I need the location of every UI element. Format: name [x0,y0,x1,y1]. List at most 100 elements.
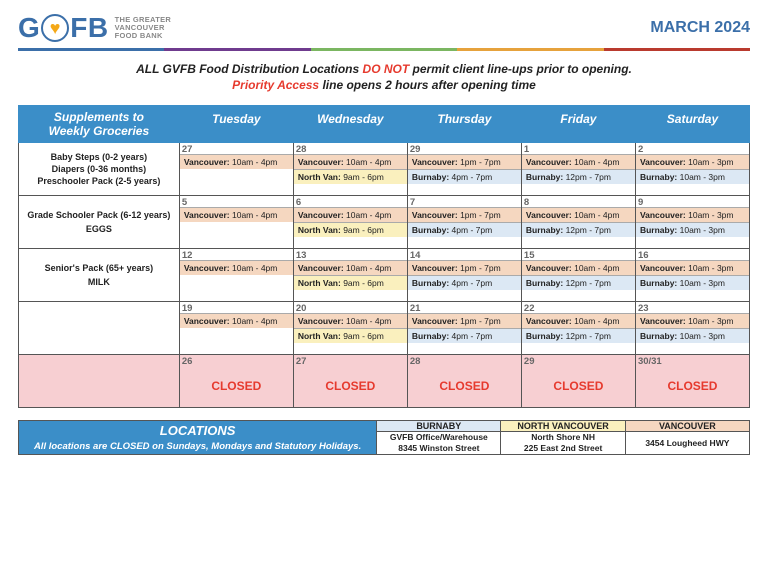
location-header: NORTH VANCOUVER [501,421,625,432]
time-slot: Vancouver: 1pm - 7pm [408,207,521,222]
time-slot: Burnaby: 12pm - 7pm [522,222,635,237]
time-slot: Vancouver: 10am - 4pm [180,260,293,275]
time-slot: Burnaby: 4pm - 7pm [408,169,521,184]
time-slot: Vancouver: 10am - 4pm [522,154,635,169]
day-cell-closed: 29CLOSED [521,355,635,408]
table-header-day: Saturday [635,106,749,143]
time-slot: Burnaby: 12pm - 7pm [522,275,635,290]
time-slot: Vancouver: 10am - 4pm [180,154,293,169]
time-slot: North Van: 9am - 6pm [294,275,407,290]
time-slot: Burnaby: 4pm - 7pm [408,275,521,290]
supplement-cell: Senior's Pack (65+ years)MILK [19,249,180,302]
day-number: 12 [182,250,193,261]
time-slot: Vancouver: 10am - 4pm [180,207,293,222]
day-number: 21 [410,303,421,314]
table-header-day: Tuesday [179,106,293,143]
org-subtitle: THE GREATER VANCOUVER FOOD BANK [115,16,172,40]
day-number: 23 [638,303,649,314]
day-number: 14 [410,250,421,261]
day-cell: 27Vancouver: 10am - 4pm [179,143,293,196]
time-slot: Vancouver: 1pm - 7pm [408,260,521,275]
time-slot: Burnaby: 10am - 3pm [636,222,749,237]
day-cell: 14Vancouver: 1pm - 7pmBurnaby: 4pm - 7pm [407,249,521,302]
day-cell: 1Vancouver: 10am - 4pmBurnaby: 12pm - 7p… [521,143,635,196]
day-number: 5 [182,197,187,208]
time-slot: Vancouver: 10am - 4pm [180,313,293,328]
table-header-day: Thursday [407,106,521,143]
org-logo: G ♥ FB THE GREATER VANCOUVER FOOD BANK [18,12,171,44]
day-cell: 19Vancouver: 10am - 4pm [179,302,293,355]
location-header: VANCOUVER [625,421,749,432]
time-slot: North Van: 9am - 6pm [294,169,407,184]
day-cell-closed: 28CLOSED [407,355,521,408]
calendar-table: Supplements to Weekly Groceries TuesdayW… [18,105,750,408]
day-cell-closed: 30/31CLOSED [635,355,749,408]
day-cell: 12Vancouver: 10am - 4pm [179,249,293,302]
time-slot: Burnaby: 4pm - 7pm [408,328,521,343]
location-address: North Shore NH225 East 2nd Street [501,432,625,455]
day-number: 29 [410,144,421,155]
day-cell: 8Vancouver: 10am - 4pmBurnaby: 12pm - 7p… [521,196,635,249]
day-cell-closed: 26CLOSED [179,355,293,408]
locations-label: LOCATIONS All locations are CLOSED on Su… [19,421,377,455]
time-slot: Vancouver: 10am - 4pm [294,260,407,275]
day-number: 1 [524,144,529,155]
day-cell-closed: 27CLOSED [293,355,407,408]
time-slot: Burnaby: 4pm - 7pm [408,222,521,237]
day-number: 22 [524,303,535,314]
logo-suffix: FB [70,12,108,44]
day-cell: 28Vancouver: 10am - 4pmNorth Van: 9am - … [293,143,407,196]
day-cell: 2Vancouver: 10am - 3pmBurnaby: 10am - 3p… [635,143,749,196]
time-slot: Vancouver: 10am - 3pm [636,260,749,275]
supplement-cell-closed [19,355,180,408]
table-header-supplements: Supplements to Weekly Groceries [19,106,180,143]
day-number: 9 [638,197,643,208]
time-slot: Vancouver: 10am - 4pm [294,154,407,169]
day-cell: 20Vancouver: 10am - 4pmNorth Van: 9am - … [293,302,407,355]
time-slot: Vancouver: 10am - 4pm [294,207,407,222]
logo-prefix: G [18,12,40,44]
closed-label: CLOSED [522,355,635,393]
day-number: 20 [296,303,307,314]
page-title: MARCH 2024 [650,19,750,37]
time-slot: Vancouver: 10am - 3pm [636,154,749,169]
day-number: 13 [296,250,307,261]
day-cell: 7Vancouver: 1pm - 7pmBurnaby: 4pm - 7pm [407,196,521,249]
day-cell: 6Vancouver: 10am - 4pmNorth Van: 9am - 6… [293,196,407,249]
location-address: 3454 Lougheed HWY [625,432,749,455]
day-number: 6 [296,197,301,208]
supplement-cell: Baby Steps (0-2 years)Diapers (0-36 mont… [19,143,180,196]
day-cell: 13Vancouver: 10am - 4pmNorth Van: 9am - … [293,249,407,302]
location-address: GVFB Office/Warehouse8345 Winston Street [377,432,501,455]
day-number: 19 [182,303,193,314]
time-slot: Burnaby: 10am - 3pm [636,328,749,343]
time-slot: North Van: 9am - 6pm [294,328,407,343]
heart-icon: ♥ [41,14,69,42]
day-cell: 5Vancouver: 10am - 4pm [179,196,293,249]
day-cell: 22Vancouver: 10am - 4pmBurnaby: 12pm - 7… [521,302,635,355]
time-slot: Burnaby: 10am - 3pm [636,169,749,184]
time-slot: Burnaby: 10am - 3pm [636,275,749,290]
time-slot: Burnaby: 12pm - 7pm [522,328,635,343]
supplement-cell: Grade Schooler Pack (6-12 years)EGGS [19,196,180,249]
time-slot: Vancouver: 1pm - 7pm [408,313,521,328]
day-number: 16 [638,250,649,261]
table-header-day: Wednesday [293,106,407,143]
closed-label: CLOSED [294,355,407,393]
locations-table: LOCATIONS All locations are CLOSED on Su… [18,420,750,455]
day-number: 8 [524,197,529,208]
day-number: 7 [410,197,415,208]
day-cell: 29Vancouver: 1pm - 7pmBurnaby: 4pm - 7pm [407,143,521,196]
time-slot: Vancouver: 10am - 3pm [636,313,749,328]
time-slot: Vancouver: 10am - 4pm [522,260,635,275]
table-header-day: Friday [521,106,635,143]
time-slot: Vancouver: 1pm - 7pm [408,154,521,169]
day-cell: 23Vancouver: 10am - 3pmBurnaby: 10am - 3… [635,302,749,355]
day-number: 2 [638,144,643,155]
day-cell: 15Vancouver: 10am - 4pmBurnaby: 12pm - 7… [521,249,635,302]
day-number: 28 [296,144,307,155]
day-cell: 9Vancouver: 10am - 3pmBurnaby: 10am - 3p… [635,196,749,249]
day-number: 27 [182,144,193,155]
closed-label: CLOSED [180,355,293,393]
time-slot: Vancouver: 10am - 4pm [522,207,635,222]
